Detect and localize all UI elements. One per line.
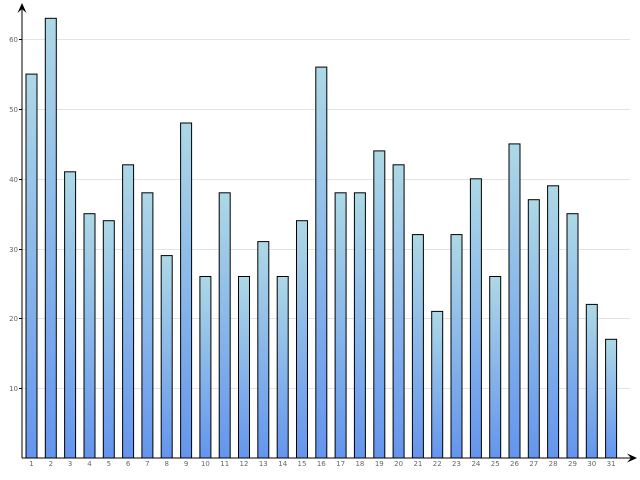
bar-27 [527, 199, 540, 459]
bar-25 [489, 276, 502, 459]
axes [17, 3, 637, 463]
bar-17 [334, 192, 347, 459]
x-tick-label: 10 [201, 460, 210, 468]
bar-6 [122, 164, 135, 459]
bar-1 [25, 73, 38, 459]
x-tick-label: 24 [471, 460, 480, 468]
bar-19 [373, 150, 386, 459]
x-tick-label: 30 [587, 460, 596, 468]
y-axis-arrow-icon [17, 3, 27, 13]
x-tick-label: 25 [491, 460, 500, 468]
bar-23 [450, 234, 463, 459]
x-tick-label: 17 [336, 460, 345, 468]
x-tick-label: 29 [568, 460, 577, 468]
bar-21 [411, 234, 424, 459]
bar-3 [64, 171, 77, 459]
bar-14 [276, 276, 289, 459]
y-tick-label: 20 [9, 315, 18, 323]
y-tick-label: 50 [9, 106, 18, 114]
x-tick-label: 28 [549, 460, 558, 468]
x-tick-label: 15 [298, 460, 307, 468]
x-tick-label: 2 [49, 460, 53, 468]
x-tick-label: 3 [68, 460, 72, 468]
x-tick-label: 5 [107, 460, 111, 468]
bar-20 [392, 164, 405, 459]
x-tick-label: 21 [413, 460, 422, 468]
bar-7 [141, 192, 154, 459]
bar-13 [257, 241, 270, 459]
x-tick-label: 19 [375, 460, 384, 468]
x-tick-label: 9 [184, 460, 188, 468]
x-tick-label: 1 [29, 460, 33, 468]
bar-16 [315, 66, 328, 459]
bar-18 [353, 192, 366, 459]
x-tick-label: 16 [317, 460, 326, 468]
bar-9 [180, 122, 193, 459]
x-tick-label: 27 [529, 460, 538, 468]
bar-12 [238, 276, 250, 459]
bar-11 [218, 192, 231, 459]
x-tick-label: 7 [145, 460, 149, 468]
bar-2 [44, 17, 57, 459]
x-tick-label: 18 [355, 460, 364, 468]
x-tick-label: 22 [433, 460, 442, 468]
x-tick-label: 12 [240, 460, 249, 468]
x-tick-label: 31 [607, 460, 616, 468]
bar-29 [566, 213, 579, 459]
x-axis-arrow-icon [627, 453, 637, 463]
bars [25, 17, 618, 459]
y-tick-label: 40 [9, 176, 18, 184]
bar-24 [469, 178, 482, 459]
bar-31 [605, 338, 618, 459]
bar-10 [199, 276, 212, 459]
bar-28 [547, 185, 560, 459]
x-tick-label: 11 [220, 460, 229, 468]
x-tick-label: 4 [87, 460, 92, 468]
x-tick-label: 6 [126, 460, 131, 468]
y-tick-label: 30 [9, 246, 18, 254]
x-tick-label: 23 [452, 460, 461, 468]
x-tick-label: 20 [394, 460, 403, 468]
x-tick-label: 8 [164, 460, 168, 468]
y-tick-label: 10 [9, 385, 18, 393]
bar-8 [160, 255, 173, 459]
bar-15 [296, 220, 308, 459]
bar-26 [508, 143, 521, 459]
bar-5 [102, 220, 115, 459]
bar-30 [585, 303, 598, 459]
x-tick-label: 26 [510, 460, 519, 468]
x-tick-label: 14 [278, 460, 287, 468]
bar-22 [431, 310, 444, 459]
bar-4 [83, 213, 96, 459]
x-tick-label: 13 [259, 460, 268, 468]
y-tick-label: 60 [9, 36, 18, 44]
